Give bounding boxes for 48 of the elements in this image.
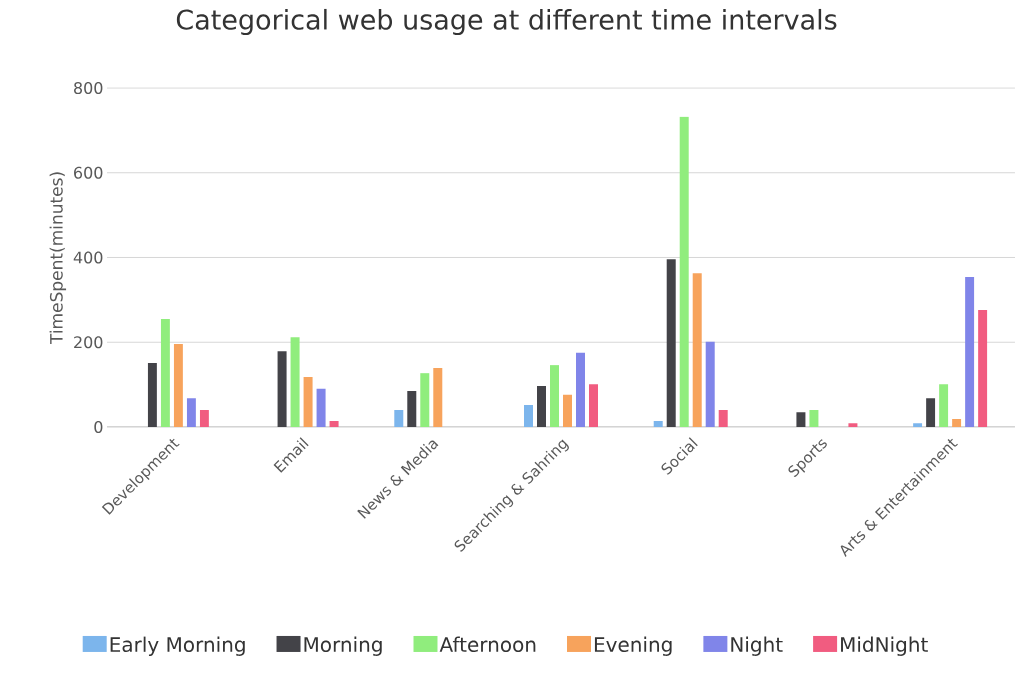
bar: [913, 423, 923, 427]
bar: [965, 276, 975, 427]
bar: [316, 388, 326, 427]
bar: [718, 410, 728, 427]
bar: [705, 341, 715, 427]
bar: [329, 421, 339, 427]
bar: [796, 412, 806, 427]
bar: [809, 410, 819, 427]
bar: [537, 385, 546, 427]
bar: [692, 273, 702, 427]
bar: [550, 365, 559, 427]
bar: [926, 398, 936, 427]
bar: [848, 423, 858, 427]
bar: [199, 410, 209, 427]
bar: [277, 351, 287, 427]
legend-label: Early Morning: [110, 636, 245, 656]
legend-label: MidNight: [841, 636, 928, 656]
legend-label: Afternoon: [439, 636, 536, 653]
bar: [589, 384, 598, 427]
legend-label: Morning: [304, 636, 382, 656]
legend-label: Night: [731, 636, 783, 656]
bar: [186, 398, 196, 427]
y-axis-title: TimeSpent(minutes): [49, 172, 67, 345]
bar: [952, 418, 962, 427]
bar: [303, 376, 313, 427]
bar: [576, 352, 585, 427]
bar: [524, 404, 533, 427]
y-tick-label: 200: [74, 336, 103, 349]
chart-title: Categorical web usage at different time intervals: [176, 8, 837, 36]
bar: [394, 410, 404, 427]
bar: [160, 318, 170, 427]
bar: [433, 368, 443, 427]
bar: [679, 116, 689, 427]
y-tick-label: 800: [74, 81, 103, 95]
legend-label: Evening: [594, 636, 672, 656]
bar: [563, 394, 572, 427]
y-tick-label: 600: [74, 166, 103, 179]
bar: [420, 373, 430, 427]
y-tick-label: 400: [73, 251, 103, 264]
y-tick-label: 0: [94, 420, 103, 434]
bar: [939, 384, 949, 427]
bar: [666, 259, 676, 427]
bar: [147, 363, 157, 427]
bar: [173, 343, 183, 427]
bar: [653, 421, 663, 427]
bar: [407, 390, 417, 427]
bar: [978, 310, 988, 427]
bar: [290, 337, 300, 427]
